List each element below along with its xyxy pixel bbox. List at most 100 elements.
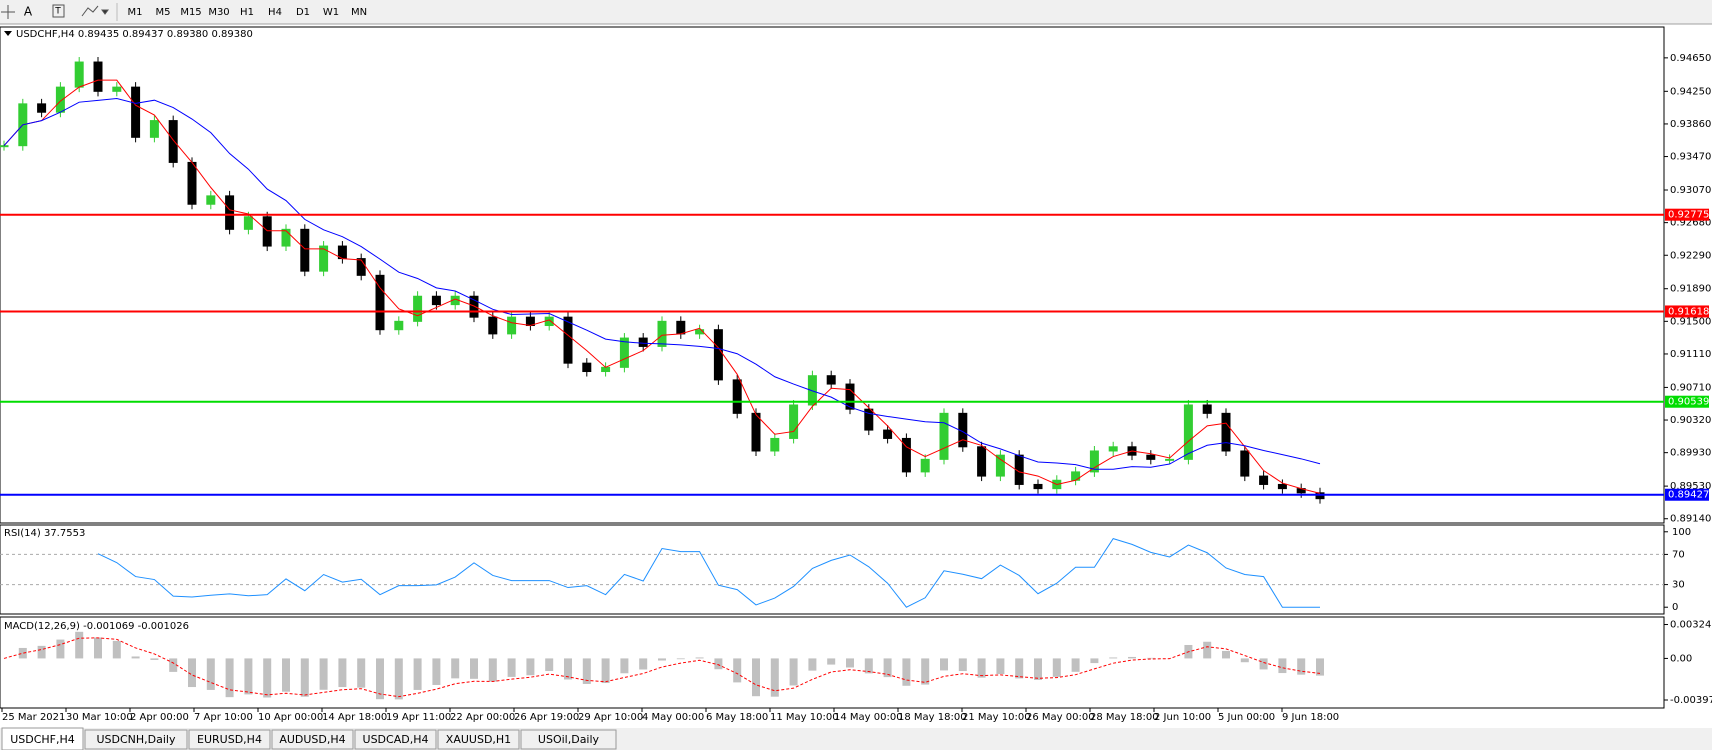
rsi-panel xyxy=(0,525,1664,614)
macd-bar xyxy=(996,658,1004,674)
svg-text:A: A xyxy=(24,5,33,19)
macd-bar xyxy=(978,658,986,677)
candle-body xyxy=(771,438,779,451)
x-tick-label: 14 Apr 18:00 xyxy=(322,712,387,723)
moving-average xyxy=(4,98,1320,469)
candle-body xyxy=(282,229,290,246)
rsi-tick-label: 0 xyxy=(1672,602,1678,613)
macd-bar xyxy=(19,648,27,658)
macd-bar xyxy=(658,658,666,660)
rsi-line xyxy=(98,539,1320,608)
macd-bar xyxy=(921,658,929,684)
x-tick-label: 5 Jun 00:00 xyxy=(1218,712,1275,723)
macd-bar xyxy=(1147,658,1155,659)
x-tick-label: 19 Apr 11:00 xyxy=(386,712,451,723)
tab-label[interactable]: USDCNH,Daily xyxy=(96,733,176,746)
x-tick-label: 25 Mar 2021 xyxy=(2,712,65,723)
candle-body xyxy=(940,413,948,459)
x-tick-label: 30 Mar 10:00 xyxy=(66,712,133,723)
y-tick-label: 0.94650 xyxy=(1670,53,1711,64)
macd-bar xyxy=(545,658,553,671)
macd-signal xyxy=(4,638,1320,697)
y-tick-label: 0.94250 xyxy=(1670,86,1711,97)
candle-body xyxy=(714,330,722,380)
candle-body xyxy=(1072,472,1080,480)
macd-bar xyxy=(1128,657,1136,658)
tab-label[interactable]: EURUSD,H4 xyxy=(197,733,262,746)
candle-body xyxy=(921,459,929,472)
candle-body xyxy=(996,455,1004,476)
level-label: 0.90539 xyxy=(1668,397,1709,408)
x-tick-label: 28 May 18:00 xyxy=(1090,712,1159,723)
y-tick-label: 0.93470 xyxy=(1670,152,1711,163)
timeframe-label[interactable]: M5 xyxy=(156,7,171,18)
macd-bar xyxy=(1072,658,1080,671)
macd-bar xyxy=(301,658,309,696)
macd-bar xyxy=(207,658,215,690)
macd-bar xyxy=(282,658,290,691)
tab-label[interactable]: XAUUSD,H1 xyxy=(446,733,511,746)
timeframe-label[interactable]: D1 xyxy=(296,7,310,18)
timeframe-label[interactable]: H1 xyxy=(240,7,254,18)
macd-bar xyxy=(1222,651,1230,658)
macd-bar xyxy=(38,646,46,659)
x-tick-label: 7 Apr 10:00 xyxy=(194,712,253,723)
timeframe-label[interactable]: M30 xyxy=(208,7,229,18)
macd-bar xyxy=(1090,658,1098,663)
macd-bar xyxy=(827,658,835,664)
candle-body xyxy=(752,413,760,451)
candle-body xyxy=(1184,405,1192,459)
svg-text:T: T xyxy=(54,7,61,17)
candle-body xyxy=(301,229,309,271)
macd-bar xyxy=(338,658,346,687)
candle-body xyxy=(639,338,647,346)
tab-label[interactable]: USDCHF,H4 xyxy=(10,733,75,746)
candle-body xyxy=(414,296,422,321)
macd-bar xyxy=(432,658,440,685)
macd-tick-label: 0.003241 xyxy=(1670,620,1712,631)
candle-body xyxy=(188,162,196,204)
candle-body xyxy=(545,317,553,325)
x-tick-label: 26 Apr 19:00 xyxy=(514,712,579,723)
timeframe-label[interactable]: M1 xyxy=(128,7,143,18)
candle-body xyxy=(602,367,610,371)
macd-bar xyxy=(526,658,534,675)
tab-label[interactable]: AUDUSD,H4 xyxy=(279,733,345,746)
rsi-tick-label: 30 xyxy=(1672,580,1685,591)
candle-body xyxy=(94,62,102,91)
timeframe-label[interactable]: M15 xyxy=(180,7,201,18)
macd-bar xyxy=(244,658,252,694)
macd-bar xyxy=(620,658,628,673)
tab-label[interactable]: USDCAD,H4 xyxy=(363,733,429,746)
timeframe-label[interactable]: MN xyxy=(351,7,367,18)
candle-body xyxy=(658,321,666,346)
timeframe-label[interactable]: H4 xyxy=(268,7,282,18)
x-tick-label: 9 Jun 18:00 xyxy=(1282,712,1339,723)
x-tick-label: 26 May 00:00 xyxy=(1026,712,1095,723)
macd-bar xyxy=(1297,658,1305,674)
x-tick-label: 22 Apr 00:00 xyxy=(450,712,515,723)
candle-body xyxy=(1166,459,1174,460)
candle-body xyxy=(207,196,215,204)
candle-body xyxy=(583,363,591,371)
macd-bar xyxy=(808,658,816,670)
macd-bar xyxy=(395,658,403,699)
candle-body xyxy=(132,87,140,137)
macd-bar xyxy=(790,658,798,685)
x-tick-label: 4 May 00:00 xyxy=(642,712,704,723)
header-arrow xyxy=(4,31,12,36)
macd-bar xyxy=(263,658,271,697)
y-tick-label: 0.91500 xyxy=(1670,316,1711,327)
timeframe-label[interactable]: W1 xyxy=(323,7,339,18)
level-label: 0.92775 xyxy=(1668,210,1709,221)
macd-bar xyxy=(1109,657,1117,658)
candle-body xyxy=(790,405,798,438)
candle-body xyxy=(0,146,8,147)
macd-bar xyxy=(132,656,140,658)
tab-label[interactable]: USOil,Daily xyxy=(538,733,600,746)
y-tick-label: 0.93070 xyxy=(1670,185,1711,196)
main-panel xyxy=(0,27,1664,523)
x-tick-label: 2 Jun 10:00 xyxy=(1154,712,1211,723)
macd-bar xyxy=(733,658,741,682)
